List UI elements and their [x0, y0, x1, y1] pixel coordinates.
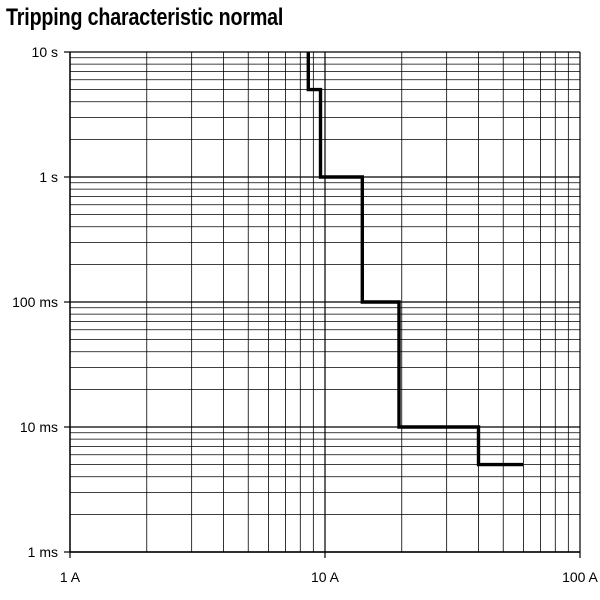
- y-tick-label: 10 ms: [20, 419, 58, 435]
- y-tick-label: 10 s: [32, 44, 58, 60]
- y-tick-label: 100 ms: [12, 294, 58, 310]
- y-tick-label: 1 s: [39, 169, 58, 185]
- tick-labels: 1 A 10 A 100 A 10 s 1 s 100 ms 10 ms 1 ms: [12, 44, 598, 585]
- tripping-curve-line: [306, 52, 524, 467]
- grid: [69, 51, 581, 553]
- axes: [64, 51, 581, 558]
- x-tick-label: 10 A: [311, 569, 340, 585]
- x-tick-label: 1 A: [60, 569, 81, 585]
- chart-title: Tripping characteristic normal: [6, 4, 284, 31]
- x-tick-label: 100 A: [562, 569, 598, 585]
- y-tick-label: 1 ms: [28, 544, 58, 560]
- series-layer: [306, 52, 524, 467]
